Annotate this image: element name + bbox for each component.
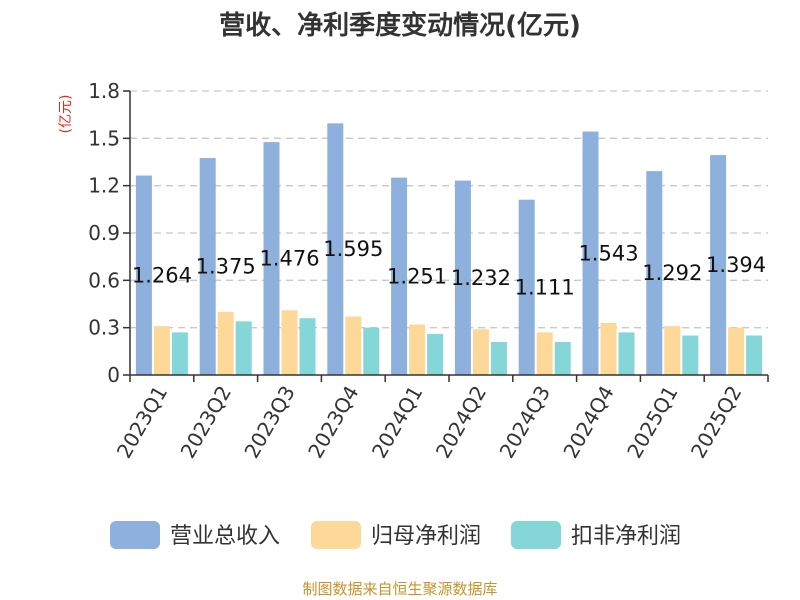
bar-net-profit: [153, 326, 170, 375]
legend: 营业总收入 归母净利润 扣非净利润: [110, 521, 681, 549]
x-tick-label: 2023Q1: [112, 382, 172, 463]
y-tick-label: 0.9: [88, 221, 120, 245]
bar-deducted-net-profit: [746, 335, 763, 375]
bar-net-profit: [600, 322, 617, 375]
data-label: 1.543: [578, 241, 638, 265]
y-tick-label: 1.2: [88, 174, 120, 198]
data-label: 1.394: [706, 253, 766, 277]
legend-swatch: [110, 521, 160, 549]
bar-revenue: [454, 180, 471, 375]
bar-deducted-net-profit: [363, 327, 380, 375]
bar-revenue: [327, 123, 344, 375]
bar-net-profit: [728, 327, 745, 375]
bar-deducted-net-profit: [682, 335, 699, 375]
x-tick-label: 2024Q2: [431, 382, 491, 463]
data-label: 1.476: [259, 247, 319, 271]
x-tick-label: 2023Q3: [239, 382, 299, 463]
x-tick-label: 2025Q1: [622, 382, 682, 463]
data-label: 1.232: [451, 266, 511, 290]
x-tick-label: 2024Q4: [558, 382, 618, 463]
bar-revenue: [263, 142, 280, 375]
bar-revenue: [135, 175, 152, 375]
data-label: 1.264: [132, 263, 192, 287]
bar-revenue: [582, 131, 599, 375]
grid-lines: [130, 90, 768, 329]
legend-label: 营业总收入: [170, 524, 280, 549]
x-tick-label: 2023Q4: [303, 382, 363, 463]
chart-title: 营收、净利季度变动情况(亿元): [219, 10, 581, 41]
bar-net-profit: [664, 326, 681, 375]
bar-revenue: [199, 158, 216, 375]
legend-label: 归母净利润: [371, 524, 481, 549]
data-label: 1.111: [515, 275, 575, 299]
data-label: 1.375: [196, 255, 256, 279]
bar-deducted-net-profit: [554, 341, 571, 375]
bar-deducted-net-profit: [490, 341, 507, 375]
bar-deducted-net-profit: [427, 333, 444, 375]
bar-net-profit: [345, 316, 362, 375]
legend-label: 扣非净利润: [571, 524, 681, 549]
y-tick-label: 1.5: [88, 126, 120, 150]
bar-net-profit: [536, 332, 553, 375]
x-tick-label: 2025Q2: [686, 382, 746, 463]
bar-net-profit: [409, 324, 426, 375]
y-tick-label: 0: [107, 363, 120, 387]
x-tick-label: 2024Q3: [495, 382, 555, 463]
x-tick-label: 2024Q1: [367, 382, 427, 463]
bar-deducted-net-profit: [299, 318, 316, 375]
data-label: 1.595: [323, 237, 383, 261]
bar-revenue: [710, 155, 727, 375]
x-tick-label: 2023Q2: [176, 382, 236, 463]
source-note: 制图数据来自恒生聚源数据库: [302, 580, 497, 598]
data-label: 1.251: [387, 264, 447, 288]
bar-deducted-net-profit: [235, 321, 252, 375]
bar-net-profit: [217, 311, 234, 375]
y-tick-label: 0.6: [88, 268, 120, 292]
bar-revenue: [646, 171, 663, 375]
bar-deducted-net-profit: [171, 332, 188, 375]
y-tick-label: 0.3: [88, 316, 120, 340]
y-tick-label: 1.8: [88, 79, 120, 103]
legend-swatch: [311, 521, 361, 549]
bar-revenue: [391, 177, 408, 375]
bars: [135, 123, 763, 375]
bar-net-profit: [281, 310, 298, 375]
legend-swatch: [511, 521, 561, 549]
y-axis-label: (亿元): [58, 95, 74, 134]
bar-revenue: [518, 199, 535, 375]
bar-net-profit: [472, 329, 489, 375]
bar-deducted-net-profit: [618, 332, 635, 375]
data-label: 1.292: [642, 261, 702, 285]
